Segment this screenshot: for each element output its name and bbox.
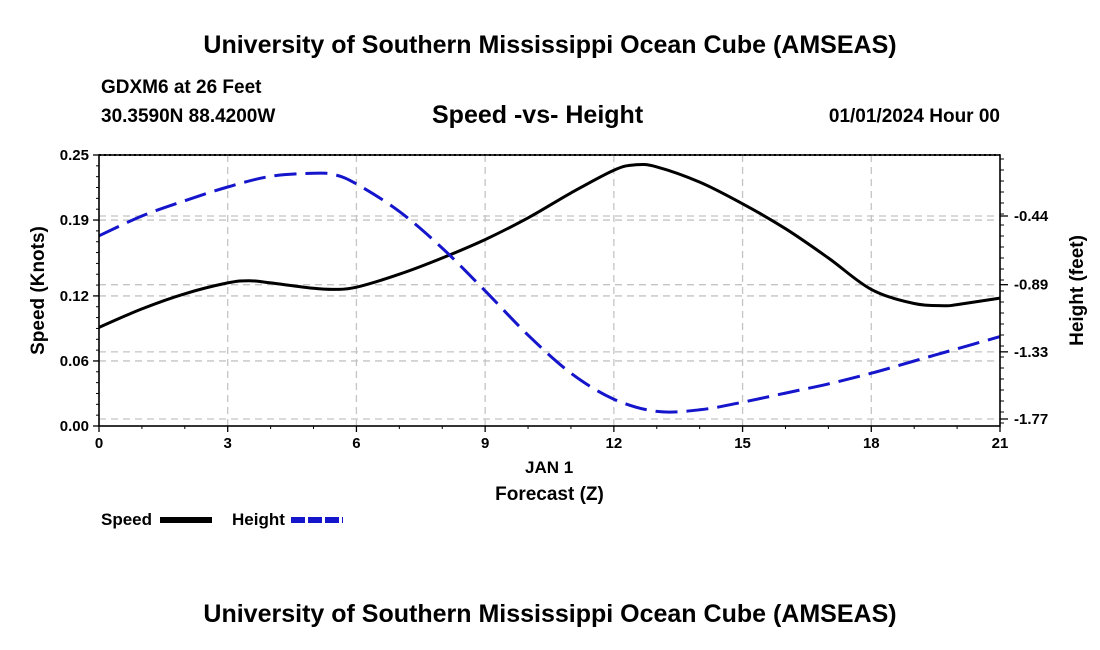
coordinates-label: 30.3590N 88.4200W: [101, 106, 276, 127]
speed-height-chart: 0 3 6 9 12 15 18 21 0.00 0.06 0.12 0.19 0.25 -0.44 -0.…: [28, 147, 1088, 529]
x-tick-label: 15: [734, 435, 751, 452]
series-line-height: [98, 171, 1001, 414]
forecast-date-label: 01/01/2024 Hour 00: [828, 106, 1000, 127]
station-label: GDXM6 at 26 Feet: [101, 77, 262, 98]
y-tick-label: 0.00: [60, 418, 89, 435]
x-tick-label: 12: [606, 435, 623, 452]
page-title: University of Southern Mississippi Ocean…: [203, 31, 897, 59]
legend-label-speed: Speed: [101, 510, 152, 529]
x-tick-label: 9: [481, 435, 489, 452]
x-tick-label: 6: [352, 435, 360, 452]
y-tick-label: 0.06: [60, 353, 89, 370]
x-tick-label: 0: [95, 435, 103, 452]
y2-tick-label: -0.44: [1014, 208, 1049, 225]
plot-frame: [98, 154, 1001, 427]
y2-axis-label: Height (feet): [1067, 235, 1088, 346]
y-tick-label: 0.12: [60, 288, 89, 305]
legend-label-height: Height: [232, 510, 285, 529]
chart-title: Speed -vs- Height: [432, 101, 644, 129]
y2-tick-label: -1.77: [1014, 411, 1048, 428]
x-tick-label: 21: [992, 435, 1009, 452]
x-sublabel: JAN 1: [525, 458, 573, 477]
y2-tick-label: -1.33: [1014, 344, 1048, 361]
x-axis-label: Forecast (Z): [495, 484, 604, 505]
y-axis-label: Speed (Knots): [28, 226, 49, 355]
series-line-speed: [98, 162, 1001, 329]
footer-title: University of Southern Mississippi Ocean…: [203, 600, 897, 628]
y2-tick-label: -0.89: [1014, 277, 1048, 294]
x-tick-label: 3: [224, 435, 232, 452]
y-tick-label: 0.19: [60, 212, 89, 229]
x-tick-label: 18: [863, 435, 880, 452]
y-tick-label: 0.25: [60, 147, 89, 164]
